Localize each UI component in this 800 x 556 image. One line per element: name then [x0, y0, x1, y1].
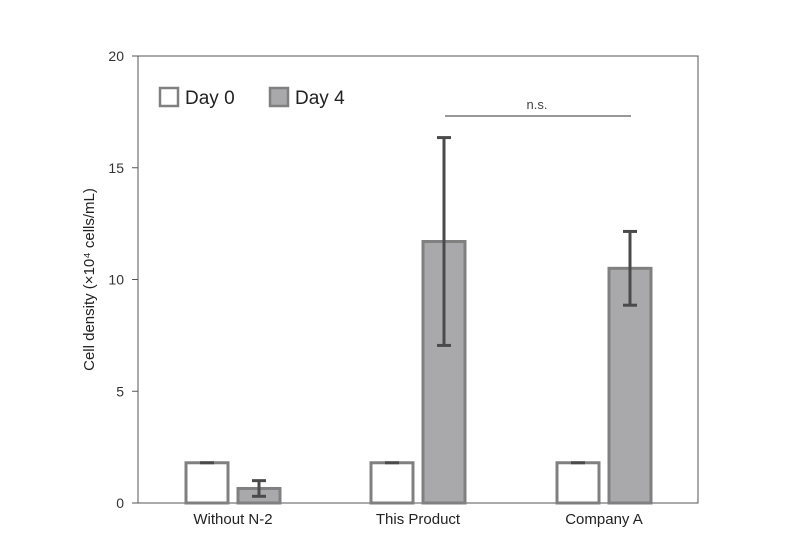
legend-label-day-4: Day 4 [295, 88, 345, 109]
y-tick-label: 0 [116, 495, 124, 511]
significance-annotation: n.s. [445, 97, 631, 117]
error-bar [252, 479, 266, 498]
y-axis: 0 5 10 15 20 [108, 48, 138, 511]
legend-swatch-day-4 [268, 86, 290, 108]
significance-label: n.s. [527, 97, 548, 112]
x-axis-labels: Without N-2 This Product Company A [193, 511, 642, 528]
legend: Day 0 Day 4 [158, 86, 345, 109]
bar-day-0-company-a [555, 461, 601, 505]
y-tick-label: 20 [108, 48, 124, 64]
category-label: Without N-2 [193, 511, 272, 528]
bar-day-0-this-product [369, 461, 415, 505]
category-label: Company A [565, 511, 643, 528]
legend-swatch-day-0 [158, 86, 180, 108]
y-tick-label: 15 [108, 160, 124, 176]
y-tick-label: 10 [108, 272, 124, 288]
bar-day-0-without-n-2 [184, 461, 230, 505]
y-axis-title: Cell density (×10⁴ cells/mL) [81, 188, 98, 371]
bar-day-4-company-a [607, 266, 653, 505]
bars [184, 136, 653, 505]
y-tick-label: 5 [116, 383, 124, 399]
error-bar [437, 136, 451, 347]
legend-label-day-0: Day 0 [185, 88, 235, 109]
error-bar [623, 229, 637, 307]
category-label: This Product [376, 511, 461, 528]
